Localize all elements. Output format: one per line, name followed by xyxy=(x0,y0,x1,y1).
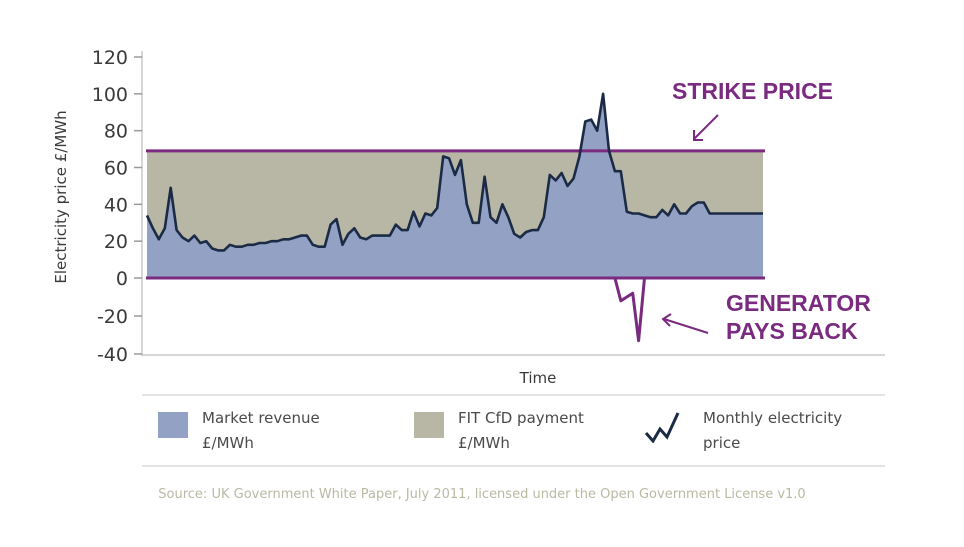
legend-monthly-price: Monthly electricity price xyxy=(703,406,842,456)
y-tick-label: 40 xyxy=(104,194,128,216)
y-tick-label: 0 xyxy=(116,268,128,290)
legend-swatch-market-revenue xyxy=(158,412,188,438)
legend-market-revenue-line1: Market revenue xyxy=(202,409,320,427)
legend-market-revenue: Market revenue £/MWh xyxy=(202,406,320,456)
y-axis-label: Electricity price £/MWh xyxy=(52,110,70,283)
strike-price-label: STRIKE PRICE xyxy=(672,78,833,104)
generator-pays-back-line xyxy=(613,277,646,343)
market-revenue-area xyxy=(147,93,763,278)
generator-label-line2: PAYS BACK xyxy=(726,318,858,344)
y-tick-label: -20 xyxy=(97,306,128,328)
generator-label-line1: GENERATOR xyxy=(726,290,871,316)
generator-arrow-head xyxy=(661,313,672,327)
legend-line-icon xyxy=(644,412,680,443)
x-axis-label: Time xyxy=(519,369,557,387)
source-note: Source: UK Government White Paper, July … xyxy=(158,487,806,502)
legend-monthly-price-line2: price xyxy=(703,434,741,452)
legend-swatch-fit-cfd xyxy=(414,412,444,438)
series-layer xyxy=(145,92,765,343)
y-tick-label: 60 xyxy=(104,158,128,180)
legend-market-revenue-line2: £/MWh xyxy=(202,434,254,452)
y-tick-label: 80 xyxy=(104,121,128,143)
legend-fit-cfd: FIT CfD payment £/MWh xyxy=(458,406,584,456)
y-tick-label: 100 xyxy=(92,84,128,106)
y-tick-label: 20 xyxy=(104,231,128,253)
generator-arrow-shaft xyxy=(663,318,709,334)
monthly-price-line xyxy=(145,92,763,252)
y-tick-label: -40 xyxy=(97,344,128,366)
axes: 120 100 80 60 40 20 0 -20 -40 Electricity price £… xyxy=(52,47,885,467)
plot-areas xyxy=(147,93,763,278)
legend-fit-cfd-line2: £/MWh xyxy=(458,434,510,452)
legend-fit-cfd-line1: FIT CfD payment xyxy=(458,409,584,427)
strike-price-arrow-shaft xyxy=(693,114,719,140)
y-tick-label: 120 xyxy=(92,47,128,69)
legend-monthly-price-line1: Monthly electricity xyxy=(703,409,843,427)
strike-price-arrow-head xyxy=(693,130,703,141)
